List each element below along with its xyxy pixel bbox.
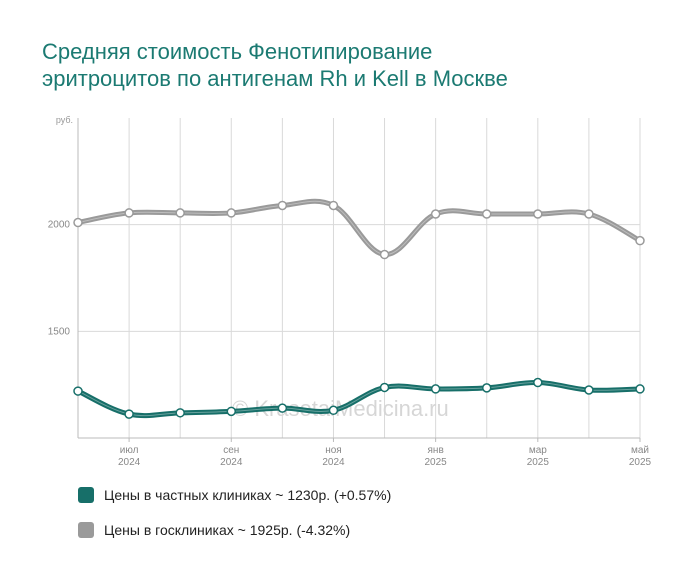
x-tick-year: 2025 xyxy=(425,457,448,468)
series-line-highlight-public xyxy=(77,200,641,256)
x-tick-month: сен xyxy=(223,445,239,456)
data-point-private xyxy=(584,385,594,395)
legend-swatch-private xyxy=(78,487,94,503)
chart-title: Средняя стоимость Фенотипирование эритро… xyxy=(42,38,642,92)
data-point-private xyxy=(533,377,543,388)
y-tick-label: 2000 xyxy=(48,220,71,231)
data-point-public xyxy=(73,217,83,228)
data-point-public xyxy=(481,209,492,219)
data-point-private xyxy=(635,384,645,394)
data-point-public xyxy=(379,249,390,260)
data-point-private xyxy=(328,405,339,416)
x-tick-month: мар xyxy=(529,445,547,456)
legend: Цены в частных клиниках ~ 1230р. (+0.57%… xyxy=(78,485,391,555)
chart-axes xyxy=(77,118,641,442)
x-tick-year: 2024 xyxy=(220,457,243,468)
data-point-public xyxy=(635,235,645,246)
chart-labels: 20001500руб.июл2024сен2024ноя2024янв2025… xyxy=(48,115,652,468)
legend-swatch-public xyxy=(78,522,94,538)
data-point-private xyxy=(175,408,185,418)
chart-series xyxy=(73,198,645,419)
x-tick-year: 2024 xyxy=(118,457,141,468)
y-axis-unit: руб. xyxy=(56,115,73,125)
data-point-public xyxy=(430,209,441,219)
x-tick-month: янв xyxy=(428,445,444,456)
x-tick-year: 2025 xyxy=(629,457,652,468)
data-point-public xyxy=(175,208,185,218)
data-point-private xyxy=(430,384,441,394)
data-point-public xyxy=(533,209,543,219)
data-point-public xyxy=(277,200,288,211)
chart-title-line-1: Средняя стоимость Фенотипирование xyxy=(42,39,433,64)
data-point-private xyxy=(481,383,492,393)
legend-label-public: Цены в госклиниках ~ 1925р. (-4.32%) xyxy=(104,522,351,538)
x-tick-month: июл xyxy=(120,445,139,456)
data-point-private xyxy=(226,406,237,417)
data-point-public xyxy=(584,209,594,219)
data-point-private xyxy=(124,409,134,419)
data-point-public xyxy=(328,200,339,211)
y-tick-label: 1500 xyxy=(48,326,71,337)
chart-grid xyxy=(77,118,641,438)
series-line-public xyxy=(75,198,643,258)
legend-label-private: Цены в частных клиниках ~ 1230р. (+0.57%… xyxy=(104,487,392,503)
x-tick-year: 2024 xyxy=(322,457,345,468)
x-tick-month: май xyxy=(631,445,649,456)
data-point-public xyxy=(124,208,134,218)
chart-title-line-2: эритроцитов по антигенам Rh и Kell в Мос… xyxy=(42,66,508,91)
x-tick-month: ноя xyxy=(325,445,342,456)
legend-item-private[interactable]: Цены в частных клиниках ~ 1230р. (+0.57%… xyxy=(78,485,391,505)
data-point-public xyxy=(226,208,237,218)
x-tick-year: 2025 xyxy=(527,457,550,468)
legend-item-public[interactable]: Цены в госклиниках ~ 1925р. (-4.32%) xyxy=(78,520,391,540)
data-point-private xyxy=(277,403,288,413)
data-point-private xyxy=(73,386,83,396)
data-point-private xyxy=(379,382,390,393)
